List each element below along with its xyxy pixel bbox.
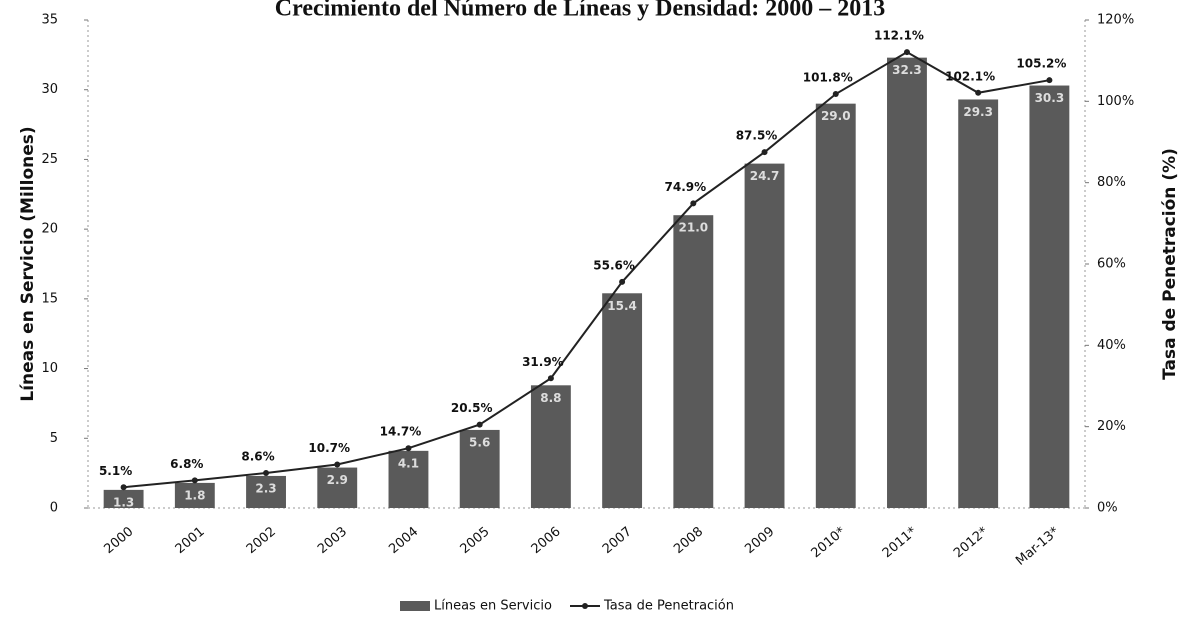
- bar: [174, 482, 215, 508]
- bar-label: 2.3: [255, 481, 276, 495]
- bar: [103, 489, 144, 508]
- x-tick-label: 2012*: [951, 524, 991, 561]
- bar-label: 15.4: [607, 299, 637, 313]
- bar: [317, 467, 358, 508]
- line-label: 74.9%: [665, 180, 707, 194]
- line-label: 8.6%: [241, 450, 274, 464]
- legend-label: Tasa de Penetración: [603, 599, 734, 614]
- bar-label: 29.0: [821, 109, 851, 123]
- line-marker: [832, 91, 839, 98]
- bar-label: 21.0: [679, 221, 709, 235]
- line-marker: [903, 49, 910, 56]
- bar: [602, 293, 643, 508]
- legend-swatch: [400, 601, 430, 611]
- y-tick-label: 35: [41, 13, 58, 28]
- chart-title: Crecimiento del Número de Líneas y Densi…: [275, 0, 885, 22]
- y-axis-title: Líneas en Servicio (Millones): [18, 126, 38, 401]
- line-label: 87.5%: [736, 129, 778, 143]
- line-marker: [334, 461, 341, 468]
- x-tick-label: 2007: [600, 524, 635, 557]
- bar: [1029, 85, 1070, 508]
- bar-label: 24.7: [750, 169, 780, 183]
- bar-label: 5.6: [469, 435, 490, 449]
- line-marker: [191, 477, 198, 484]
- y-tick-label: 0: [50, 501, 58, 516]
- x-tick-label: Mar-13*: [1013, 524, 1062, 569]
- line-marker: [619, 278, 626, 285]
- bar: [815, 103, 856, 509]
- line-marker: [120, 484, 127, 491]
- line: [123, 50, 1050, 489]
- y2-tick-label: 40%: [1097, 338, 1126, 353]
- line-marker: [547, 375, 554, 382]
- bar: [744, 163, 785, 508]
- line-marker: [476, 421, 483, 428]
- y-tick-label: 15: [41, 291, 58, 306]
- bar: [388, 450, 429, 508]
- y-tick-label: 5: [50, 431, 58, 446]
- y-tick-label: 10: [41, 361, 58, 376]
- y2-tick-label: 120%: [1097, 13, 1134, 28]
- line-label: 10.7%: [308, 441, 350, 455]
- line-label: 31.9%: [522, 355, 564, 369]
- x-tick-label: 2008: [671, 524, 706, 557]
- line-label: 6.8%: [170, 457, 203, 471]
- bar: [958, 99, 999, 508]
- bar-label: 4.1: [398, 456, 419, 470]
- line-label: 14.7%: [380, 425, 422, 439]
- line-label: 105.2%: [1016, 57, 1066, 71]
- y2-tick-label: 20%: [1097, 419, 1126, 434]
- x-tick-label: 2010*: [809, 524, 849, 561]
- line-marker: [1046, 77, 1053, 84]
- line-label: 102.1%: [945, 69, 995, 83]
- bar: [887, 57, 927, 508]
- y-tick-label: 30: [41, 82, 58, 97]
- y2-axis-title: Tasa de Penetración (%): [1160, 148, 1180, 380]
- y-tick-label: 20: [41, 222, 58, 237]
- x-tick-label: 2001: [173, 524, 208, 557]
- x-tick-label: 2005: [458, 524, 493, 557]
- line-label: 5.1%: [99, 464, 132, 478]
- x-tick-label: 2011*: [880, 524, 920, 561]
- x-tick-label: 2004: [386, 524, 421, 557]
- bar: [459, 429, 500, 508]
- bar-label: 1.8: [184, 488, 205, 502]
- x-tick-label: 2002: [244, 524, 279, 557]
- bar-label: 30.3: [1035, 91, 1065, 105]
- bar-label: 29.3: [963, 105, 993, 119]
- bar: [246, 475, 286, 508]
- y2-tick-label: 60%: [1097, 257, 1126, 272]
- line-marker: [761, 149, 768, 156]
- bar-label: 32.3: [892, 63, 922, 77]
- y2-tick-label: 0%: [1097, 501, 1118, 516]
- bar: [673, 215, 714, 508]
- y2-tick-label: 80%: [1097, 175, 1126, 190]
- line-marker: [263, 470, 270, 477]
- line-marker: [690, 200, 697, 207]
- y-tick-label: 25: [41, 152, 58, 167]
- line-marker: [405, 445, 412, 452]
- y2-tick-label: 100%: [1097, 94, 1134, 109]
- x-tick-label: 2003: [315, 524, 350, 557]
- line-label: 101.8%: [803, 71, 853, 85]
- x-tick-label: 2000: [101, 524, 136, 557]
- x-tick-label: 2009: [742, 524, 777, 557]
- bar-label: 1.3: [113, 495, 134, 509]
- line-label: 20.5%: [451, 401, 493, 415]
- bar-label: 2.9: [327, 473, 348, 487]
- bar-label: 8.8: [540, 391, 561, 405]
- line-marker: [975, 89, 982, 96]
- legend-label: Líneas en Servicio: [434, 599, 552, 614]
- legend-marker: [582, 603, 588, 609]
- x-tick-label: 2006: [529, 524, 564, 557]
- bar: [530, 385, 571, 508]
- line-label: 55.6%: [593, 258, 635, 272]
- line-label: 112.1%: [874, 29, 924, 43]
